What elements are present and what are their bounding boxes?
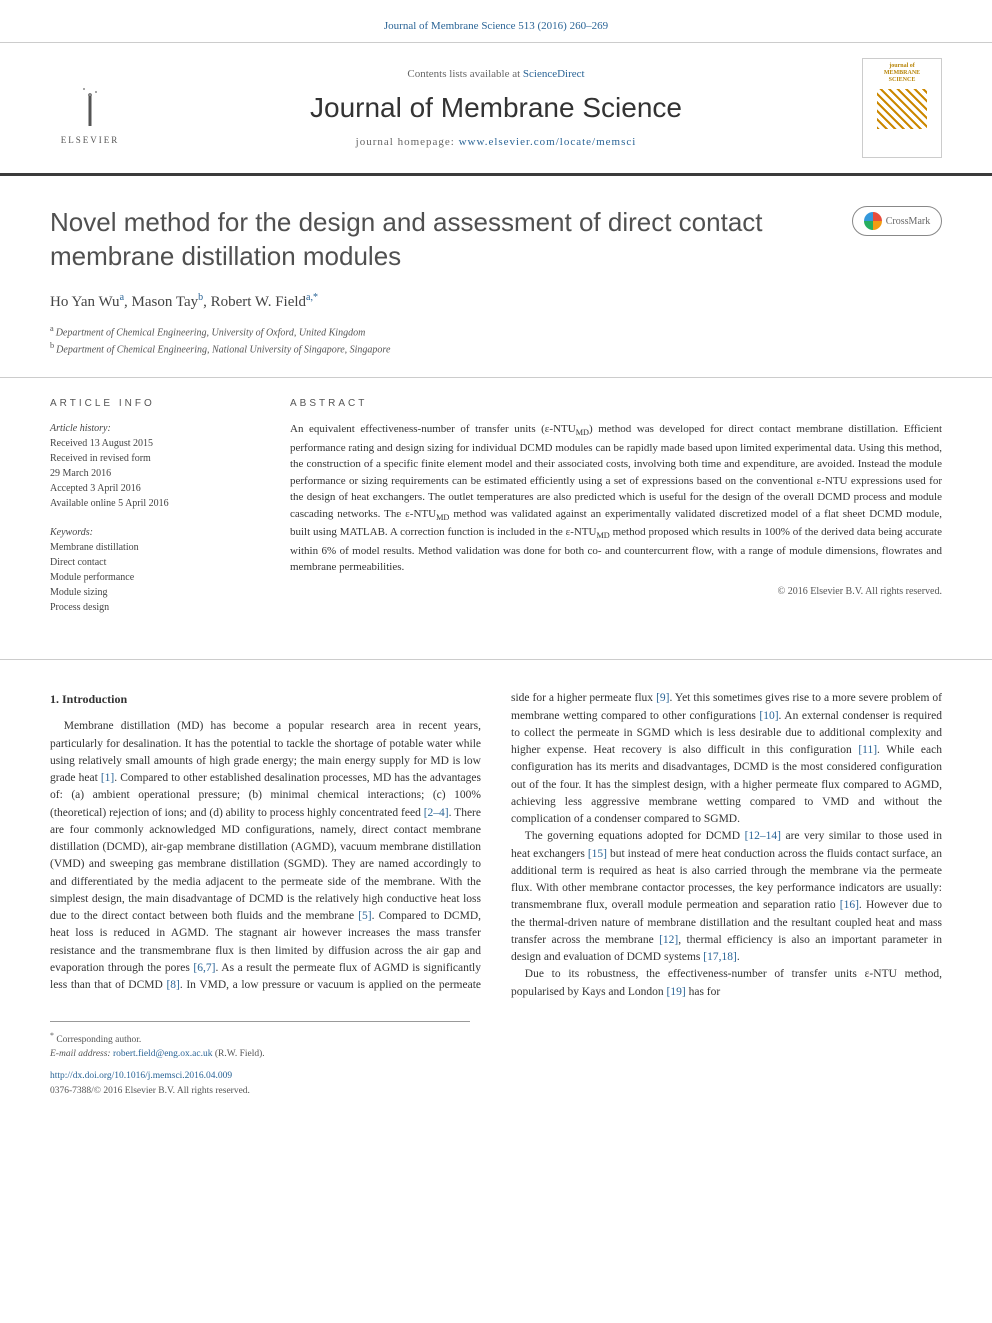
sciencedirect-link[interactable]: ScienceDirect: [523, 68, 585, 80]
abstract-copyright: © 2016 Elsevier B.V. All rights reserved…: [290, 586, 942, 597]
masthead: ELSEVIER Contents lists available at Sci…: [0, 42, 992, 176]
article-header: CrossMark Novel method for the design an…: [0, 176, 992, 378]
journal-ref-link[interactable]: Journal of Membrane Science 513 (2016) 2…: [384, 20, 608, 32]
page-footer: * Corresponding author. E-mail address: …: [50, 1021, 470, 1118]
masthead-center: Contents lists available at ScienceDirec…: [160, 68, 832, 148]
citation-link[interactable]: [1]: [101, 772, 114, 784]
section-heading-introduction: 1. Introduction: [50, 690, 481, 708]
article-body: 1. Introduction Membrane distillation (M…: [0, 660, 992, 1021]
article-title: Novel method for the design and assessme…: [50, 206, 850, 274]
citation-link[interactable]: [8]: [166, 979, 179, 991]
article-info-heading: ARTICLE INFO: [50, 398, 250, 409]
contents-available-line: Contents lists available at ScienceDirec…: [160, 68, 832, 80]
top-journal-ref: Journal of Membrane Science 513 (2016) 2…: [0, 0, 992, 42]
affiliation-link[interactable]: b: [198, 292, 203, 303]
email-author-suffix: (R.W. Field).: [212, 1049, 264, 1059]
online-date: Available online 5 April 2016: [50, 496, 250, 511]
revised-label: Received in revised form: [50, 451, 250, 466]
keywords-block: Keywords: Membrane distillation Direct c…: [50, 525, 250, 615]
email-label: E-mail address:: [50, 1049, 113, 1059]
affiliation-b: Department of Chemical Engineering, Nati…: [56, 344, 390, 355]
abstract-column: ABSTRACT An equivalent effectiveness-num…: [290, 398, 942, 629]
cover-graphic-icon: [877, 89, 927, 129]
keyword: Module performance: [50, 570, 250, 585]
citation-link[interactable]: [6,7]: [193, 962, 215, 974]
keyword: Direct contact: [50, 555, 250, 570]
homepage-line: journal homepage: www.elsevier.com/locat…: [160, 136, 832, 148]
author-list: Ho Yan Wua, Mason Tayb, Robert W. Fielda…: [50, 292, 942, 311]
citation-link[interactable]: [10]: [759, 710, 778, 722]
author-name: Robert W. Field: [211, 294, 306, 310]
body-paragraph: Due to its robustness, the effectiveness…: [511, 966, 942, 1001]
citation-link[interactable]: [15]: [588, 848, 607, 860]
citation-link[interactable]: [12]: [659, 934, 678, 946]
journal-cover-thumbnail: journal ofMEMBRANESCIENCE: [862, 58, 942, 158]
elsevier-tree-icon: [60, 71, 120, 131]
affiliation-link[interactable]: a: [120, 292, 124, 303]
corr-asterisk: *: [50, 1031, 54, 1040]
received-date: Received 13 August 2015: [50, 436, 250, 451]
keywords-label: Keywords:: [50, 525, 250, 540]
keyword: Process design: [50, 600, 250, 615]
affiliations: aDepartment of Chemical Engineering, Uni…: [50, 323, 942, 358]
article-history: Article history: Received 13 August 2015…: [50, 421, 250, 511]
info-abstract-row: ARTICLE INFO Article history: Received 1…: [0, 378, 992, 660]
elsevier-logo: ELSEVIER: [50, 63, 130, 153]
homepage-prefix: journal homepage:: [356, 136, 459, 148]
citation-link[interactable]: [12–14]: [745, 830, 781, 842]
journal-homepage-link[interactable]: www.elsevier.com/locate/memsci: [459, 136, 637, 148]
corresponding-mark[interactable]: *: [313, 292, 318, 303]
citation-link[interactable]: [9]: [656, 692, 669, 704]
elsevier-wordmark: ELSEVIER: [61, 135, 120, 145]
affiliation-a: Department of Chemical Engineering, Univ…: [56, 327, 366, 338]
contents-prefix: Contents lists available at: [407, 68, 522, 80]
keyword: Module sizing: [50, 585, 250, 600]
crossmark-badge[interactable]: CrossMark: [852, 206, 942, 236]
doi-link[interactable]: http://dx.doi.org/10.1016/j.memsci.2016.…: [50, 1071, 232, 1081]
crossmark-label: CrossMark: [886, 216, 930, 227]
accepted-date: Accepted 3 April 2016: [50, 481, 250, 496]
citation-link[interactable]: [5]: [358, 910, 371, 922]
crossmark-icon: [864, 212, 882, 230]
article-info-column: ARTICLE INFO Article history: Received 1…: [50, 398, 250, 629]
history-label: Article history:: [50, 421, 250, 436]
affiliation-link[interactable]: a,: [306, 292, 313, 303]
citation-link[interactable]: [2–4]: [424, 807, 449, 819]
revised-date: 29 March 2016: [50, 466, 250, 481]
journal-title: Journal of Membrane Science: [160, 92, 832, 124]
cover-line: journal ofMEMBRANESCIENCE: [884, 63, 920, 85]
citation-link[interactable]: [19]: [667, 986, 686, 998]
abstract-heading: ABSTRACT: [290, 398, 942, 409]
keyword: Membrane distillation: [50, 540, 250, 555]
author-name: Ho Yan Wu: [50, 294, 120, 310]
corresponding-email-link[interactable]: robert.field@eng.ox.ac.uk: [113, 1049, 213, 1059]
issn-copyright: 0376-7388/© 2016 Elsevier B.V. All right…: [50, 1084, 470, 1098]
citation-link[interactable]: [17,18]: [703, 951, 737, 963]
body-paragraph: The governing equations adopted for DCMD…: [511, 828, 942, 966]
citation-link[interactable]: [11]: [858, 744, 877, 756]
corresponding-author-label: Corresponding author.: [56, 1035, 141, 1045]
abstract-text: An equivalent effectiveness-number of tr…: [290, 421, 942, 576]
citation-link[interactable]: [16]: [840, 899, 859, 911]
author-name: Mason Tay: [132, 294, 199, 310]
